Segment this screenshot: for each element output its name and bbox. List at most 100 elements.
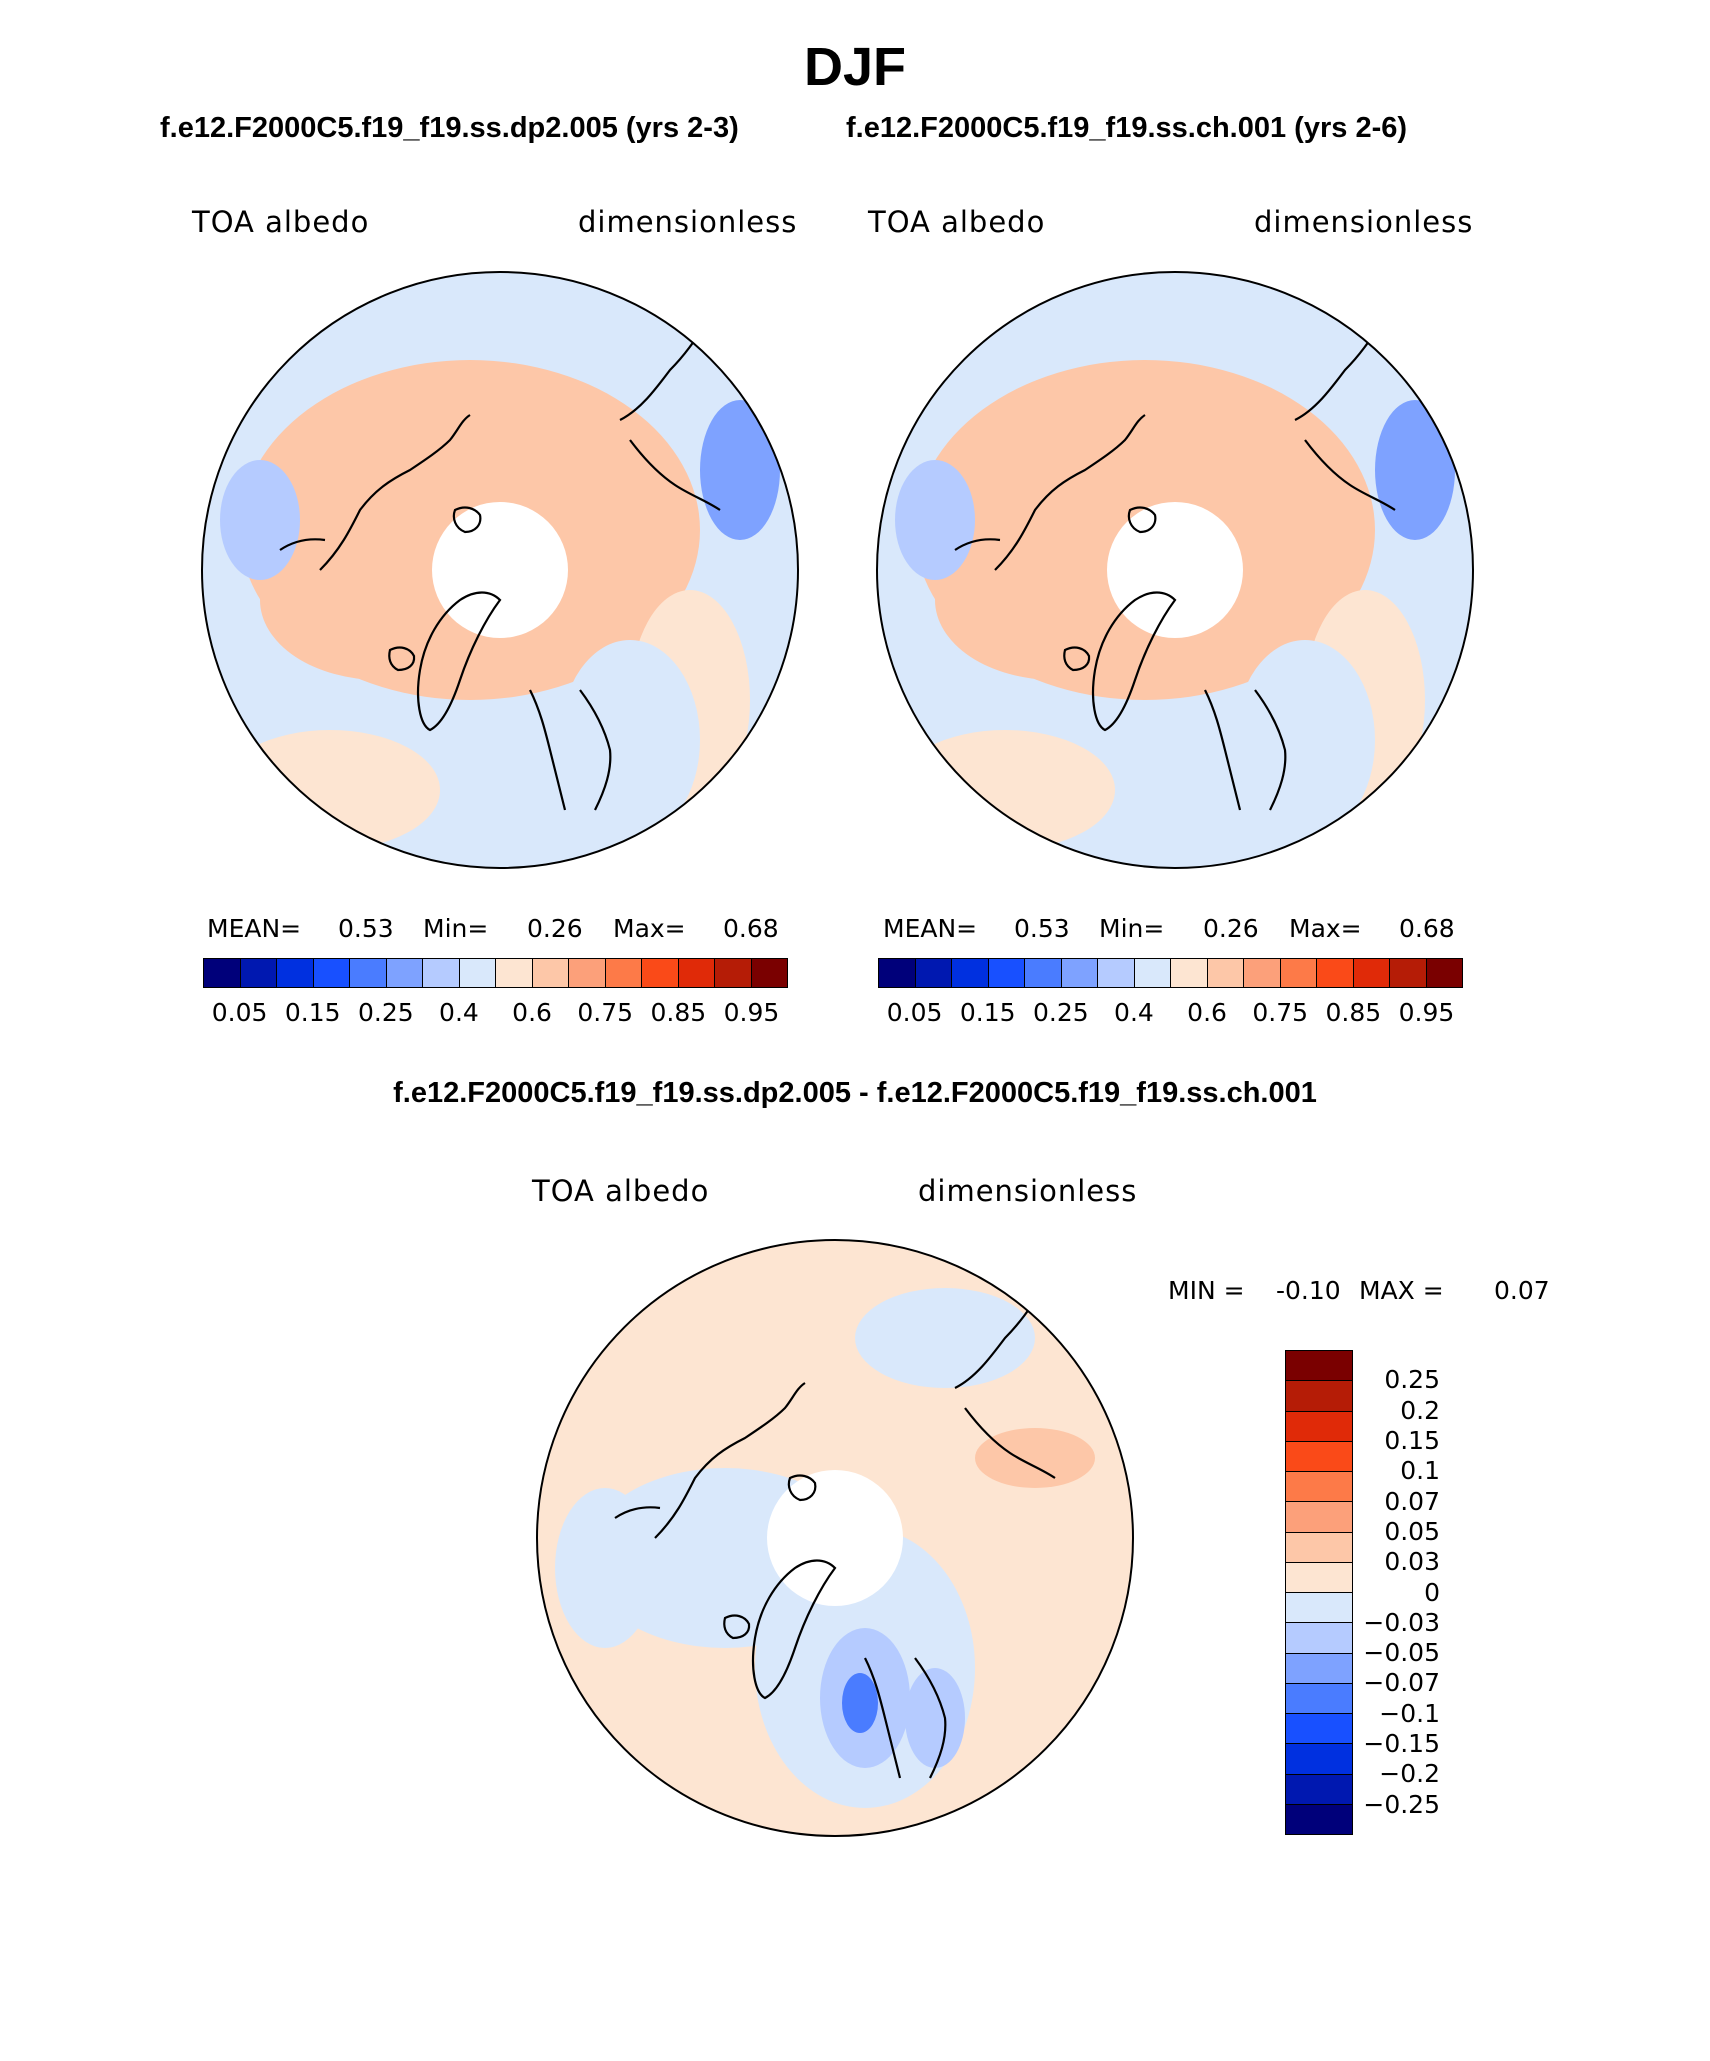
- colorbar-swatch: [1280, 959, 1317, 987]
- colorbar-swatch: [1286, 1593, 1352, 1624]
- panel1-min-value: 0.26: [527, 914, 583, 943]
- colorbar-tick-label: 0.95: [1398, 998, 1455, 1027]
- colorbar-swatch: [240, 959, 277, 987]
- colorbar-swatch: [1286, 1532, 1352, 1563]
- colorbar-tick-label: 0.15: [284, 998, 341, 1027]
- colorbar-swatch: [277, 959, 314, 987]
- colorbar-swatch: [1286, 1623, 1352, 1654]
- panel3-variable-label: TOA albedo: [532, 1174, 710, 1208]
- colorbar-tick-label: 0.85: [1325, 998, 1382, 1027]
- colorbar-swatch: [423, 959, 460, 987]
- colorbar-swatch: [1390, 959, 1427, 987]
- colorbar-tick-label: 0.15: [1384, 1425, 1440, 1455]
- colorbar-tick-label: 0.6: [1187, 998, 1227, 1027]
- colorbar-swatch: [1286, 1804, 1352, 1834]
- colorbar-swatch: [1286, 1562, 1352, 1593]
- colorbar-swatch: [751, 959, 787, 987]
- panel2-variable-label: TOA albedo: [868, 205, 1046, 239]
- colorbar-tick-label: −0.25: [1363, 1789, 1440, 1819]
- colorbar-tick-label: 0.75: [1252, 998, 1309, 1027]
- colorbar-tick-label: −0.1: [1379, 1698, 1440, 1728]
- panel3-units-label: dimensionless: [918, 1174, 1138, 1208]
- colorbar-swatch: [988, 959, 1025, 987]
- panel3-max-label: MAX =: [1359, 1276, 1444, 1305]
- colorbar-swatch: [459, 959, 496, 987]
- polar-map-case1: [201, 271, 799, 869]
- case-title-left: f.e12.F2000C5.f19_f19.ss.dp2.005 (yrs 2-…: [160, 112, 739, 144]
- colorbar-swatch: [350, 959, 387, 987]
- colorbar-swatch: [1317, 959, 1354, 987]
- colorbar-tick-label: −0.07: [1363, 1668, 1440, 1698]
- colorbar-swatch: [1244, 959, 1281, 987]
- colorbar-swatch: [1207, 959, 1244, 987]
- colorbar-swatch: [1426, 959, 1462, 987]
- colorbar-swatch: [532, 959, 569, 987]
- colorbar-swatch: [1286, 1351, 1352, 1382]
- colorbar-tick-label: −0.2: [1379, 1759, 1440, 1789]
- panel3-max-value: 0.07: [1494, 1276, 1550, 1305]
- colorbar-swatch: [496, 959, 533, 987]
- panel1-mean-value: 0.53: [338, 914, 394, 943]
- colorbar-swatch: [879, 959, 916, 987]
- colorbar-tick-label: 0.4: [439, 998, 479, 1027]
- colorbar-swatch: [952, 959, 989, 987]
- colorbar-tick-label: 0.03: [1384, 1547, 1440, 1577]
- colorbar-swatch: [1353, 959, 1390, 987]
- colorbar-case1: [203, 958, 788, 988]
- case-title-right: f.e12.F2000C5.f19_f19.ss.ch.001 (yrs 2-6…: [846, 112, 1408, 144]
- colorbar-swatch: [1171, 959, 1208, 987]
- colorbar-swatch: [1286, 1441, 1352, 1472]
- colorbar-tick-label: 0.05: [1384, 1516, 1440, 1546]
- colorbar-swatch: [1286, 1774, 1352, 1805]
- colorbar-difference: [1285, 1350, 1353, 1835]
- colorbar-swatch: [1061, 959, 1098, 987]
- panel2-mean-label: MEAN=: [883, 914, 978, 943]
- colorbar-swatch: [678, 959, 715, 987]
- panel2-max-value: 0.68: [1399, 914, 1455, 943]
- colorbar-tick-label: 0.05: [886, 998, 943, 1027]
- colorbar-tick-label: 0.2: [1400, 1395, 1440, 1425]
- colorbar-swatch: [1025, 959, 1062, 987]
- colorbar-swatch: [1286, 1381, 1352, 1412]
- panel3-min-value: -0.10: [1276, 1276, 1341, 1305]
- colorbar-tick-label: 0.4: [1114, 998, 1154, 1027]
- colorbar-tick-label: 0.25: [357, 998, 414, 1027]
- colorbar-swatch: [1286, 1653, 1352, 1684]
- panel1-max-label: Max=: [613, 914, 686, 943]
- panel1-max-value: 0.68: [723, 914, 779, 943]
- colorbar-swatch: [1286, 1411, 1352, 1442]
- figure-title: DJF: [803, 37, 906, 97]
- colorbar-tick-label: 0.05: [211, 998, 268, 1027]
- colorbar-swatch: [1286, 1472, 1352, 1503]
- colorbar-swatch: [1134, 959, 1171, 987]
- panel1-units-label: dimensionless: [578, 205, 798, 239]
- colorbar-swatch: [1286, 1683, 1352, 1714]
- panel3-min-label: MIN =: [1168, 1276, 1245, 1305]
- colorbar-tick-label: 0.15: [959, 998, 1016, 1027]
- panel2-max-label: Max=: [1289, 914, 1362, 943]
- colorbar-tick-label: 0.85: [650, 998, 707, 1027]
- colorbar-tick-label: −0.03: [1363, 1607, 1440, 1637]
- panel2-mean-value: 0.53: [1014, 914, 1070, 943]
- colorbar-tick-label: 0: [1424, 1577, 1440, 1607]
- colorbar-tick-label: 0.75: [577, 998, 634, 1027]
- panel1-mean-label: MEAN=: [207, 914, 302, 943]
- colorbar-swatch: [1286, 1502, 1352, 1533]
- colorbar-swatch: [386, 959, 423, 987]
- colorbar-case2: [878, 958, 1463, 988]
- colorbar-tick-label: −0.05: [1363, 1638, 1440, 1668]
- difference-title: f.e12.F2000C5.f19_f19.ss.dp2.005 - f.e12…: [393, 1077, 1317, 1109]
- colorbar-tick-label: 0.95: [723, 998, 780, 1027]
- colorbar-swatch: [605, 959, 642, 987]
- colorbar-swatch: [642, 959, 679, 987]
- colorbar-swatch: [1286, 1744, 1352, 1775]
- colorbar-swatch: [569, 959, 606, 987]
- colorbar-swatch: [915, 959, 952, 987]
- panel2-min-label: Min=: [1099, 914, 1165, 943]
- colorbar-swatch: [313, 959, 350, 987]
- colorbar-swatch: [1098, 959, 1135, 987]
- polar-map-difference: [536, 1239, 1134, 1837]
- colorbar-swatch: [204, 959, 241, 987]
- colorbar-tick-label: 0.1: [1400, 1456, 1440, 1486]
- colorbar-tick-label: 0.07: [1384, 1486, 1440, 1516]
